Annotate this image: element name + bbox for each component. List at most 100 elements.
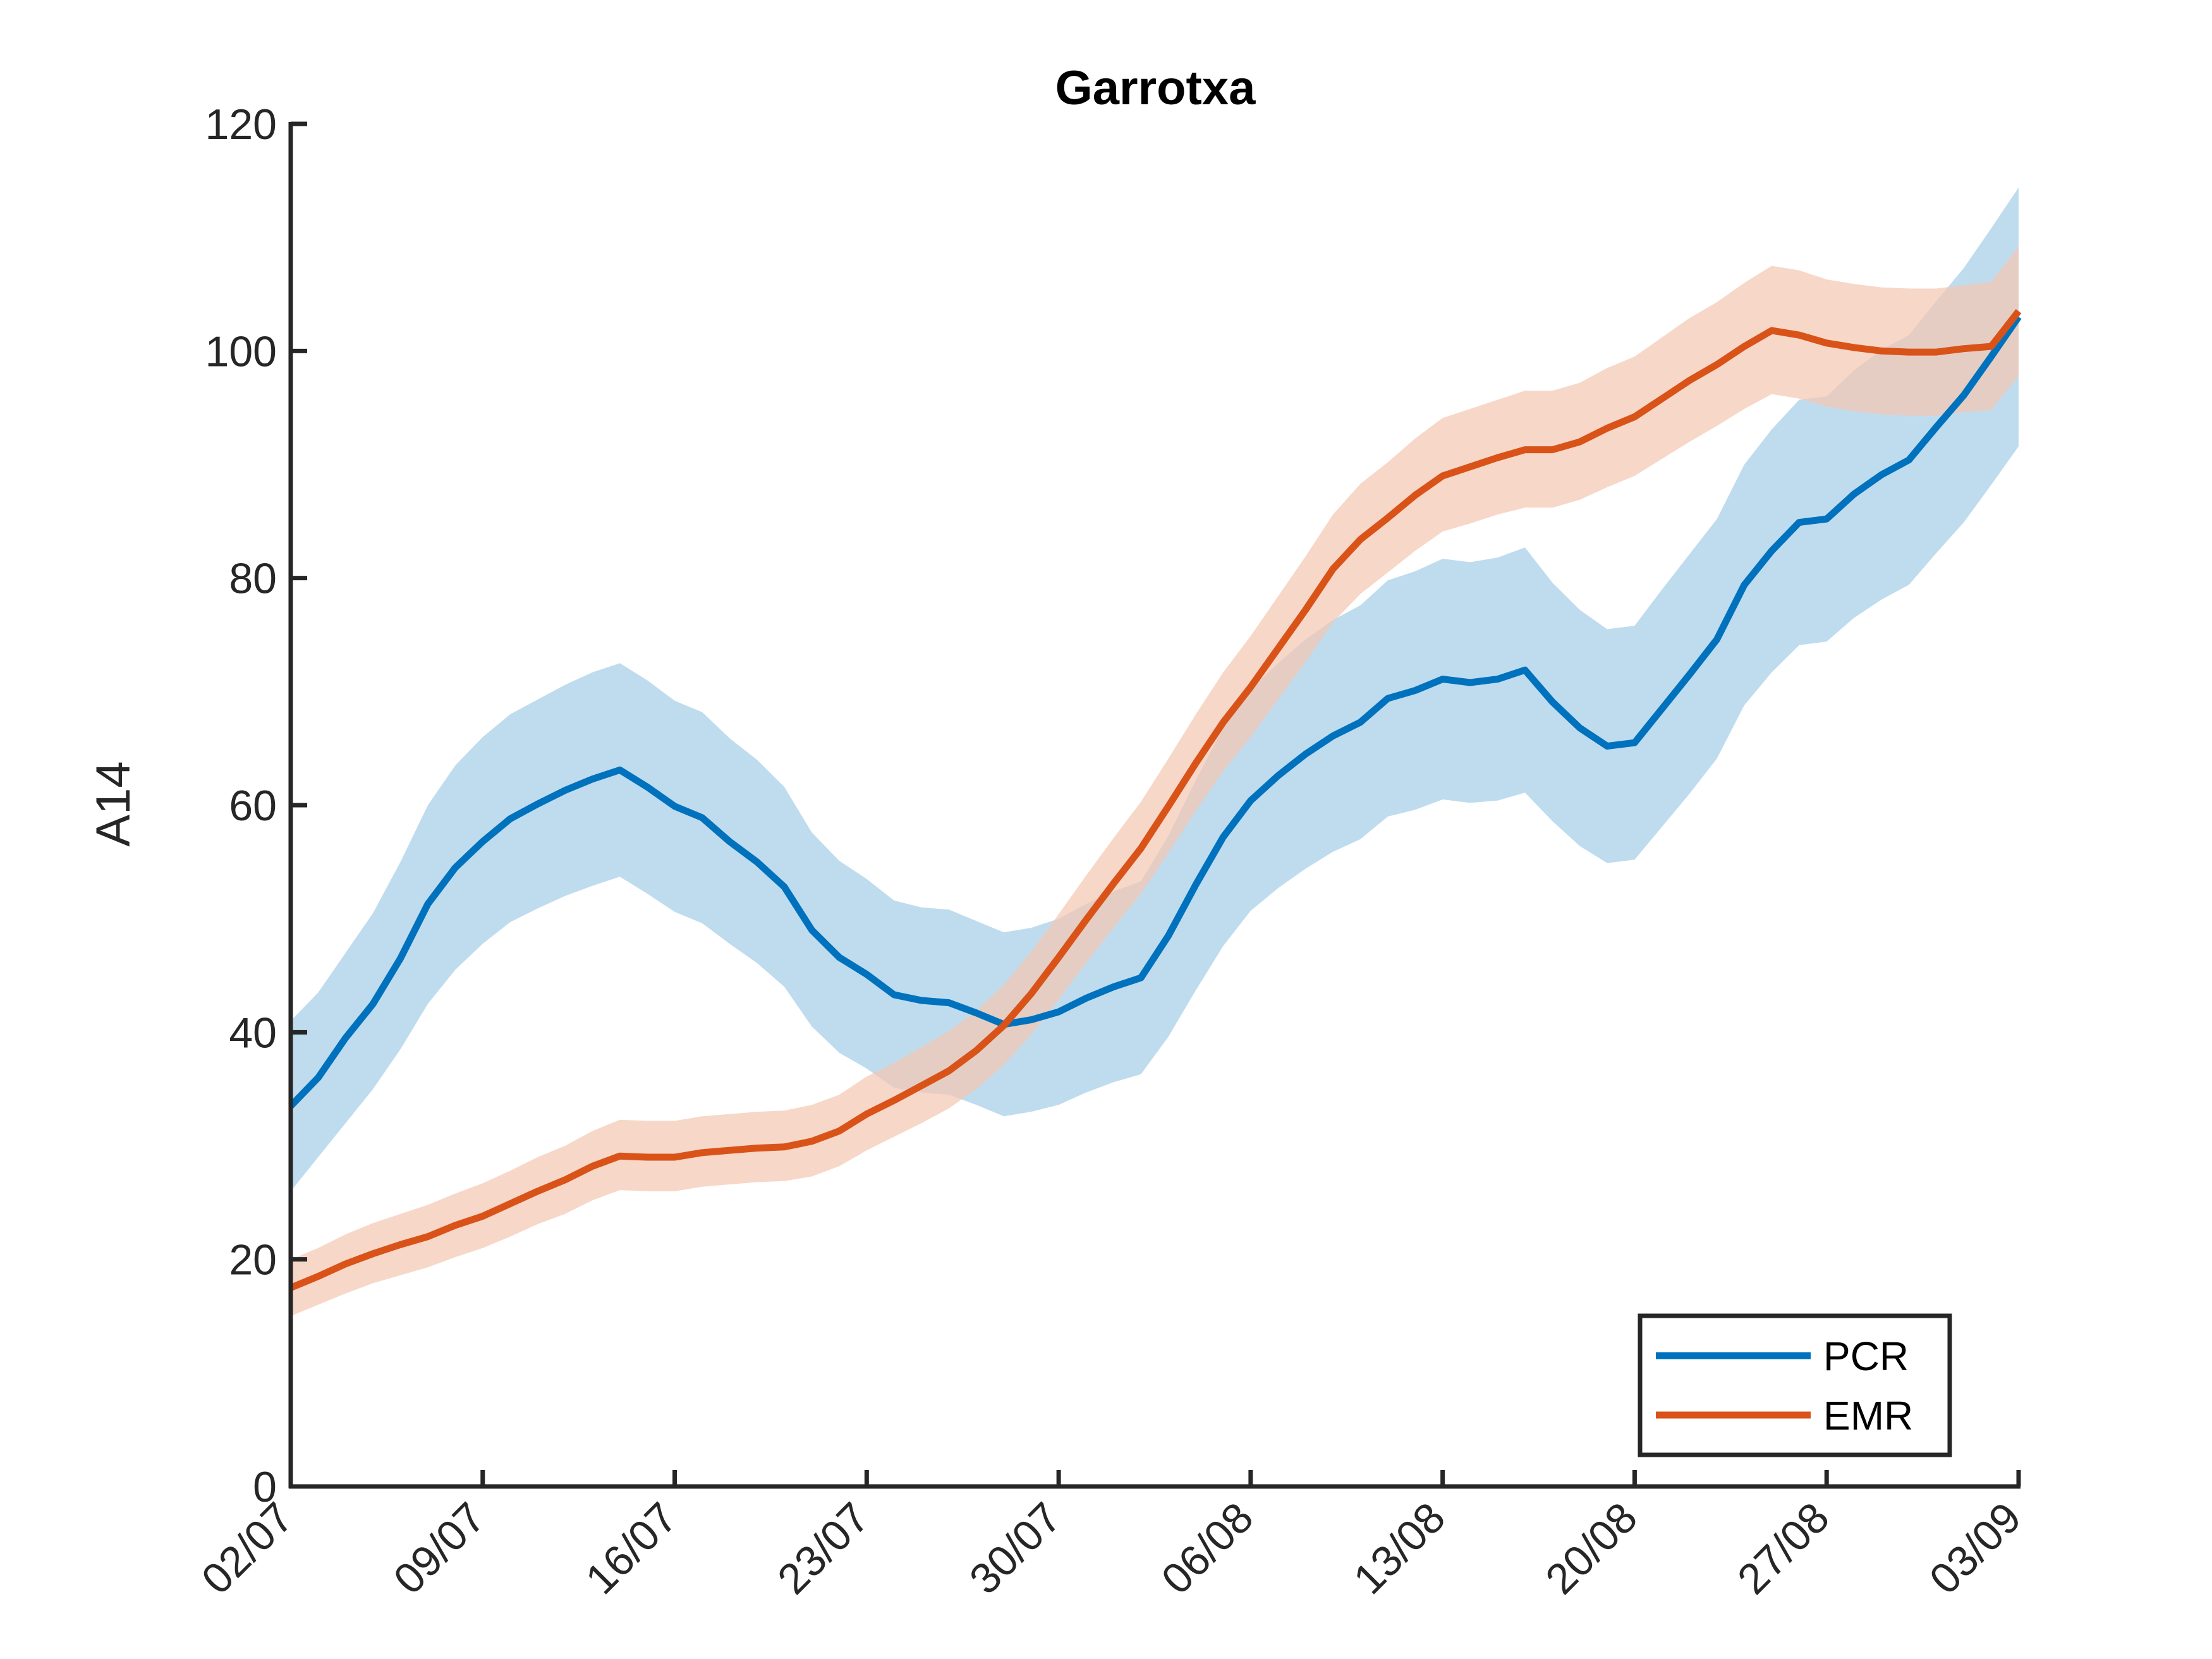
pcr-point <box>1140 977 1141 978</box>
emr-point <box>1469 466 1471 468</box>
pcr-point <box>1799 522 1800 523</box>
pcr-point <box>1305 753 1306 755</box>
emr-point <box>1579 441 1581 442</box>
emr-point <box>317 1276 319 1277</box>
emr-point <box>2018 310 2019 312</box>
legend-box <box>1638 1313 1952 1457</box>
emr-point <box>1058 957 1059 958</box>
pcr-point <box>1744 584 1745 585</box>
pcr-point <box>537 803 538 805</box>
pcr-point <box>1689 674 1690 675</box>
emr-point <box>894 1100 895 1101</box>
emr-point <box>1332 568 1334 569</box>
pcr-point <box>674 806 676 807</box>
emr-point <box>427 1236 428 1237</box>
emr-point <box>1689 380 1690 381</box>
legend-label-pcr: PCR <box>1823 1334 1909 1379</box>
emr-point <box>454 1225 456 1226</box>
pcr-point <box>619 769 621 770</box>
pcr-point <box>1552 702 1553 703</box>
pcr-point <box>1771 550 1772 552</box>
emr-point <box>1277 648 1279 649</box>
pcr-point <box>729 841 730 842</box>
emr-point <box>1607 428 1608 429</box>
emr-point <box>1168 806 1169 807</box>
pcr-line <box>288 315 2022 1109</box>
pcr-point <box>1086 997 1087 999</box>
emr-point <box>702 1152 703 1153</box>
pcr-point <box>1936 427 1937 428</box>
pcr-point <box>949 1002 950 1004</box>
emr-point <box>729 1150 730 1151</box>
pcr-point <box>811 930 813 931</box>
y-tick-label: 100 <box>205 327 277 375</box>
pcr-point <box>1387 698 1389 699</box>
pcr-point <box>1469 682 1471 683</box>
emr-point <box>537 1191 538 1192</box>
pcr-point <box>427 903 428 904</box>
emr-point <box>674 1157 676 1158</box>
emr-point <box>482 1215 483 1217</box>
emr-point <box>1031 993 1032 994</box>
pcr-confidence-band <box>291 187 2019 1191</box>
pcr-point <box>921 1000 922 1001</box>
pcr-point <box>1826 518 1827 520</box>
pcr-point <box>1524 669 1526 671</box>
pcr-point <box>976 1012 977 1014</box>
pcr-point <box>400 958 401 959</box>
pcr-point <box>1277 775 1279 776</box>
emr-point <box>1908 351 1909 353</box>
emr-point <box>949 1070 950 1071</box>
pcr-point <box>482 841 483 842</box>
emr-point <box>1414 495 1416 496</box>
emr-point <box>1442 475 1443 477</box>
y-tick-label: 80 <box>229 555 277 603</box>
emr-point <box>1826 343 1827 344</box>
pcr-point <box>317 1077 319 1078</box>
pcr-point <box>1662 708 1663 709</box>
pcr-point <box>564 790 566 791</box>
pcr-point <box>1332 735 1334 736</box>
y-axis-label: A14 <box>87 761 140 846</box>
emr-point <box>1552 449 1553 451</box>
pcr-point <box>454 867 456 868</box>
legend-label-emr: EMR <box>1823 1393 1913 1438</box>
y-tick-label: 20 <box>229 1236 277 1284</box>
pcr-point <box>757 861 758 863</box>
pcr-point <box>509 818 511 820</box>
pcr-point <box>1963 394 1964 396</box>
emr-point <box>811 1141 813 1142</box>
emr-point <box>757 1148 758 1149</box>
emr-point <box>1195 763 1196 764</box>
emr-point <box>619 1155 621 1157</box>
pcr-point <box>1058 1011 1059 1012</box>
emr-point <box>564 1179 566 1181</box>
pcr-point <box>1168 935 1169 937</box>
emr-point <box>839 1131 840 1132</box>
emr-point <box>921 1085 922 1086</box>
emr-point <box>1799 334 1800 336</box>
pcr-point <box>1031 1019 1032 1021</box>
emr-line <box>289 309 2022 1291</box>
emr-point <box>1003 1025 1004 1026</box>
emr-point <box>1223 722 1224 723</box>
pcr-point <box>1360 722 1361 723</box>
y-tick-label: 60 <box>229 782 277 830</box>
pcr-point <box>345 1037 346 1038</box>
emr-point <box>1963 348 1964 349</box>
series-lines <box>288 309 2022 1291</box>
pcr-point <box>647 786 648 787</box>
pcr-point <box>1195 884 1196 885</box>
y-tick-label: 0 <box>253 1463 277 1511</box>
emr-confidence-band <box>291 246 2019 1316</box>
emr-point <box>1086 920 1087 921</box>
legend: PCR EMR <box>1638 1313 1952 1457</box>
pcr-point <box>1442 679 1443 680</box>
emr-point <box>509 1203 511 1205</box>
emr-point <box>784 1146 785 1148</box>
pcr-point <box>1908 459 1909 461</box>
y-tick-label: 40 <box>229 1009 277 1057</box>
pcr-point <box>592 779 593 780</box>
emr-point <box>1140 848 1141 849</box>
